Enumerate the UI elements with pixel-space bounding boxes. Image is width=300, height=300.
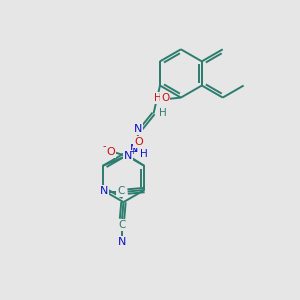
Text: H: H xyxy=(154,93,162,103)
Text: O: O xyxy=(161,93,170,103)
Text: N: N xyxy=(100,186,108,196)
Text: H: H xyxy=(140,149,148,159)
Text: N: N xyxy=(130,144,138,154)
Text: N: N xyxy=(118,237,127,247)
Text: H: H xyxy=(159,109,167,118)
Text: C: C xyxy=(117,186,124,196)
Text: O: O xyxy=(134,137,143,147)
Text: O: O xyxy=(106,147,115,157)
Text: C: C xyxy=(118,220,126,230)
Text: -: - xyxy=(103,141,106,151)
Text: +: + xyxy=(129,147,136,156)
Text: N: N xyxy=(134,124,142,134)
Text: N: N xyxy=(124,151,132,160)
